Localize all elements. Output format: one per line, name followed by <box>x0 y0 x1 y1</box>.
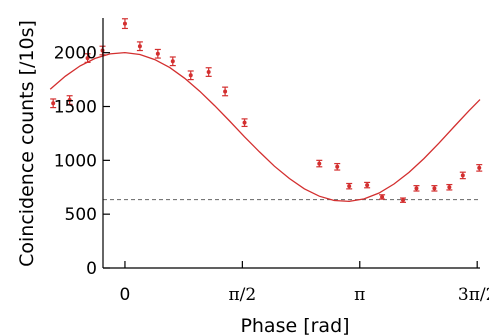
point-marker <box>85 56 90 61</box>
y-axis-title: Coincidence counts [/10s] <box>16 20 38 267</box>
point-marker <box>317 161 322 166</box>
data-point <box>446 183 453 191</box>
data-point <box>84 53 91 63</box>
data-point <box>241 118 248 128</box>
fit-curve <box>49 51 481 203</box>
point-marker <box>432 186 437 191</box>
plot-area <box>49 18 483 203</box>
point-marker <box>170 59 175 64</box>
x-tick-label: π/2 <box>229 285 257 305</box>
point-marker <box>242 120 247 125</box>
data-point <box>316 159 323 168</box>
x-axis-title: Phase [rad] <box>240 315 349 336</box>
data-point <box>205 67 212 77</box>
y-tick-label: 0 <box>86 259 97 279</box>
data-point <box>431 185 438 192</box>
data-point <box>169 56 176 67</box>
point-marker <box>365 183 370 188</box>
y-tick-label: 1000 <box>54 151 97 171</box>
x-tick-label: 0 <box>120 285 131 305</box>
data-point <box>476 164 483 172</box>
data-point <box>346 182 353 190</box>
point-marker <box>401 198 406 203</box>
data-point <box>121 18 128 30</box>
data-point <box>379 194 386 200</box>
data-point <box>222 86 229 97</box>
data-point <box>459 171 466 180</box>
y-tick-label: 1500 <box>54 98 97 118</box>
point-marker <box>414 186 419 191</box>
point-marker <box>335 164 340 169</box>
point-marker <box>155 51 160 56</box>
data-point <box>334 162 341 171</box>
point-marker <box>67 98 72 103</box>
point-marker <box>122 21 127 26</box>
point-marker <box>347 184 352 189</box>
data-point <box>400 197 407 203</box>
data-point <box>187 70 194 81</box>
x-tick-label: 3π/2 <box>458 285 489 305</box>
data-point <box>364 181 371 189</box>
point-marker <box>460 173 465 178</box>
point-marker <box>51 101 56 106</box>
data-point <box>66 95 73 105</box>
y-tick-label: 500 <box>65 205 97 225</box>
point-marker <box>137 44 142 49</box>
y-tick-label: 2000 <box>54 44 97 64</box>
point-marker <box>447 185 452 190</box>
point-marker <box>380 194 385 199</box>
point-marker <box>477 165 482 170</box>
data-point <box>50 98 57 109</box>
data-point <box>413 185 420 192</box>
axes: 0 500 1000 1500 2000 0 π/2 π 3π/2 <box>54 18 489 305</box>
y-ticks: 0 500 1000 1500 2000 <box>54 44 110 279</box>
x-ticks: 0 π/2 π 3π/2 <box>120 261 489 305</box>
data-points <box>50 18 483 203</box>
data-point <box>154 48 161 59</box>
data-point <box>136 41 143 52</box>
point-marker <box>188 73 193 78</box>
point-marker <box>223 89 228 94</box>
x-tick-label: π <box>354 285 365 305</box>
point-marker <box>206 70 211 75</box>
